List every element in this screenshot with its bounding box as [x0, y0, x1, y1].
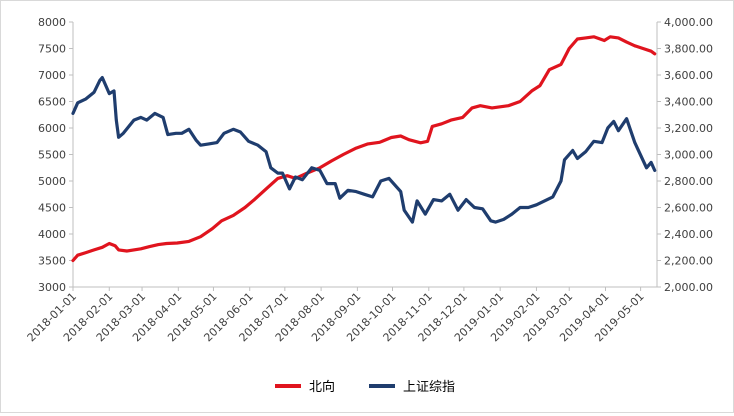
right-tick-label: 3,400.00 — [664, 96, 713, 109]
right-tick-label: 2,400.00 — [664, 228, 713, 241]
left-tick-label: 5000 — [38, 175, 66, 188]
right-tick-label: 2,600.00 — [664, 202, 713, 215]
left-tick-label: 7000 — [38, 69, 66, 82]
right-y-axis: 2,000.00 2,200.00 2,400.00 2,600.00 2,800.00… — [656, 16, 713, 294]
right-tick-label: 3,600.00 — [664, 69, 713, 82]
left-tick-label: 4000 — [38, 228, 66, 241]
right-tick-label: 3,800.00 — [664, 43, 713, 56]
left-tick-label: 6500 — [38, 96, 66, 109]
right-tick-label: 2,800.00 — [664, 175, 713, 188]
left-tick-label: 5500 — [38, 149, 66, 162]
right-tick-label: 4,000.00 — [664, 16, 713, 29]
left-tick-label: 4500 — [38, 202, 66, 215]
left-tick-label: 3500 — [38, 255, 66, 268]
right-tick-label: 2,200.00 — [664, 255, 713, 268]
x-axis: 2018-01-012018-02-012018-03-012018-04-01… — [25, 286, 657, 344]
legend: 北向 上证综指 — [275, 379, 455, 395]
left-y-axis: 3000 3500 4000 4500 5000 5500 6000 6500 7000 7500… — [38, 16, 74, 294]
series-line-shanghai-composite — [71, 75, 657, 224]
left-tick-label: 3000 — [38, 281, 66, 294]
series-line-northbound — [71, 35, 657, 263]
right-tick-label: 3,200.00 — [664, 122, 713, 135]
legend-label-northbound: 北向 — [309, 379, 335, 395]
left-tick-label: 7500 — [38, 43, 66, 56]
legend-label-shanghai-composite: 上证综指 — [403, 380, 455, 395]
series-lines — [71, 35, 657, 263]
right-tick-label: 2,000.00 — [664, 281, 713, 294]
left-tick-label: 6000 — [38, 122, 66, 135]
left-tick-label: 8000 — [38, 16, 66, 29]
right-tick-label: 3,000.00 — [664, 149, 713, 162]
